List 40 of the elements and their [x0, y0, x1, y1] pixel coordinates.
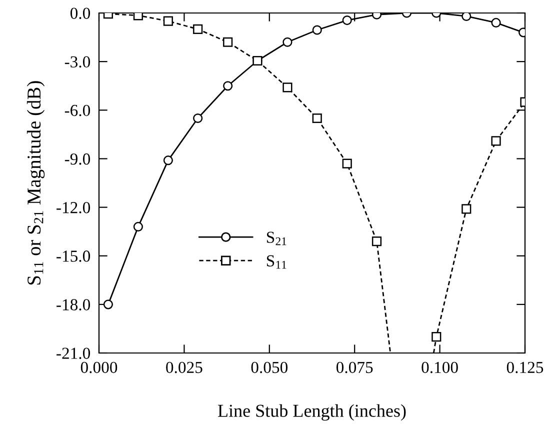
- point: [342, 158, 352, 168]
- x-tick-label: 0.025: [166, 362, 202, 374]
- point: [193, 24, 203, 34]
- point: [462, 204, 472, 214]
- point: [252, 56, 262, 66]
- point: [193, 113, 203, 124]
- point: [462, 13, 472, 22]
- y-tick-label: -6.0: [64, 104, 90, 116]
- x-axis-title: Line Stub Length (inches): [218, 404, 406, 421]
- point: [163, 16, 173, 26]
- legend-label: S$_{11}$: [266, 255, 286, 269]
- point: [282, 37, 292, 47]
- point: [312, 25, 322, 35]
- point: [103, 300, 113, 310]
- point: [312, 113, 322, 124]
- point: [223, 37, 233, 47]
- point: [432, 332, 442, 342]
- point: [372, 236, 382, 246]
- x-tick-label: 0.100: [422, 362, 458, 374]
- y-tick-label: 0.0: [70, 8, 90, 20]
- point: [282, 82, 292, 92]
- x-tick-label: 0.050: [251, 362, 288, 374]
- y-tick-label: -15.0: [56, 250, 90, 262]
- y-tick-label: -18.0: [56, 299, 90, 310]
- point: [491, 136, 501, 146]
- legend-label: S$_{21}$: [266, 232, 286, 246]
- point: [163, 156, 173, 166]
- y-tick-label: -9.0: [64, 153, 90, 165]
- point: [491, 18, 501, 28]
- y-tick-label: -12.0: [56, 202, 90, 214]
- point: [133, 13, 143, 20]
- y-tick-label: -21.0: [56, 348, 90, 360]
- x-tick-label: 0.075: [336, 362, 373, 374]
- y-axis-title: S$_{11}$ or S$_{21}$ Magnitude (dB): [26, 81, 45, 285]
- point: [342, 15, 352, 26]
- x-tick-label: 0.000: [80, 362, 118, 374]
- point: [133, 222, 143, 232]
- point: [223, 81, 233, 91]
- y-tick-label: -3.0: [64, 56, 90, 68]
- x-tick-label: 0.125: [506, 362, 544, 374]
